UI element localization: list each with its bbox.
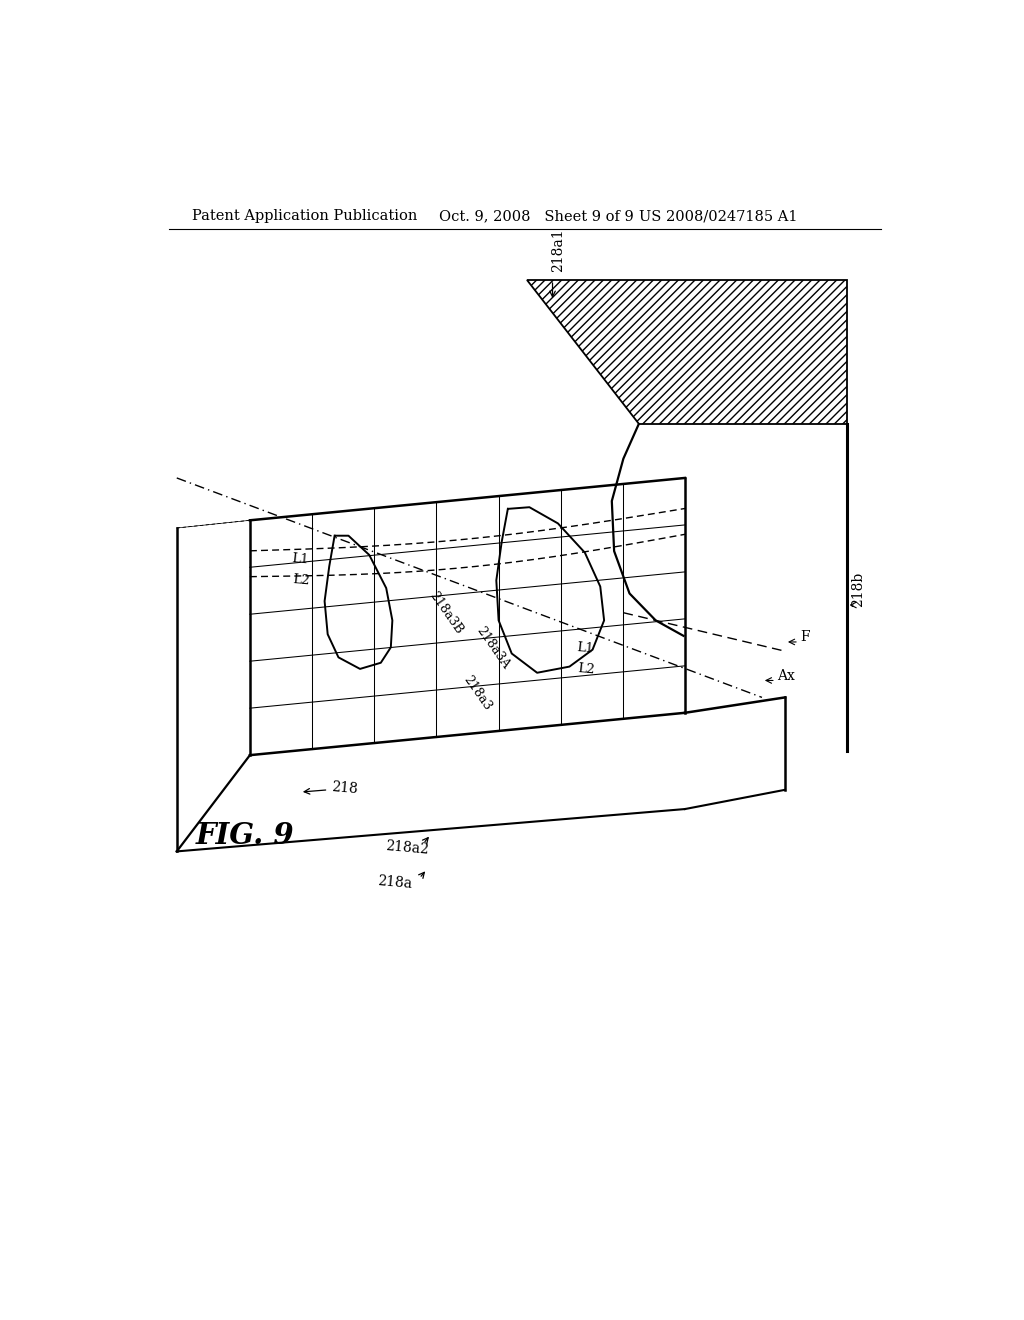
Text: L1: L1 — [575, 642, 594, 655]
Text: L2: L2 — [578, 661, 596, 676]
Text: US 2008/0247185 A1: US 2008/0247185 A1 — [639, 209, 798, 223]
Text: Patent Application Publication: Patent Application Publication — [193, 209, 418, 223]
Polygon shape — [527, 280, 847, 424]
Text: 218a1: 218a1 — [551, 228, 565, 272]
Text: 218a3: 218a3 — [461, 673, 494, 713]
Text: L2: L2 — [292, 573, 310, 587]
Text: Ax: Ax — [777, 669, 796, 682]
Text: 218a3A: 218a3A — [473, 624, 512, 671]
Text: FIG. 9: FIG. 9 — [196, 821, 295, 850]
Text: 218a: 218a — [377, 874, 413, 891]
Text: 218: 218 — [331, 780, 358, 796]
Text: 218b: 218b — [851, 572, 865, 607]
Text: F: F — [801, 631, 810, 644]
Text: 218a3B: 218a3B — [427, 589, 466, 636]
Text: L1: L1 — [291, 552, 309, 566]
Text: 218a2: 218a2 — [385, 838, 429, 857]
Text: Oct. 9, 2008   Sheet 9 of 9: Oct. 9, 2008 Sheet 9 of 9 — [438, 209, 633, 223]
